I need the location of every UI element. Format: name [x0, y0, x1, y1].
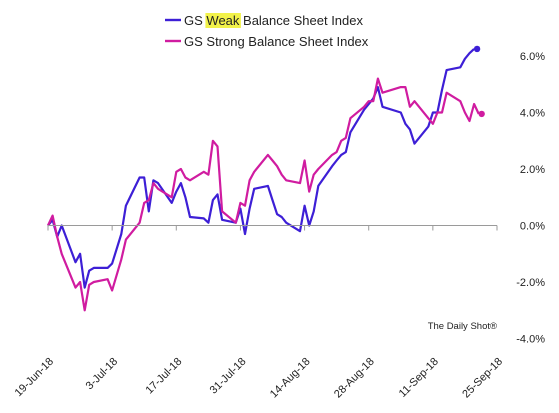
legend-label-weak: GS Weak Balance Sheet Index — [184, 13, 363, 28]
legend-label-part: Balance Sheet Index — [239, 13, 363, 28]
legend-entry-weak: GS Weak Balance Sheet Index — [165, 13, 363, 28]
legend: GS Weak Balance Sheet Index GS Strong Ba… — [165, 13, 369, 49]
y-tick-label: -4.0% — [516, 334, 545, 346]
y-tick-label: 6.0% — [520, 51, 545, 63]
x-tick-label: 11-Sep-18 — [397, 356, 441, 400]
series-end-marker-strong — [478, 110, 485, 118]
y-tick-label: 2.0% — [520, 164, 545, 176]
series-group — [47, 45, 485, 312]
y-tick-label: 4.0% — [520, 108, 545, 120]
legend-label-part: GS Strong Balance Sheet Index — [184, 34, 369, 49]
x-tick-label: 3-Jul-18 — [84, 356, 121, 393]
series-line-strong — [47, 77, 480, 312]
y-tick-label: -2.0% — [516, 277, 545, 289]
x-tick-label: 31-Jul-18 — [208, 356, 249, 397]
series-end-marker-weak — [473, 45, 481, 53]
x-tick-label: 25-Sep-18 — [460, 356, 505, 401]
x-tick-label: 19-Jun-18 — [13, 356, 57, 400]
axes-group: 19-Jun-18 3-Jul-18 17-Jul-18 31-Jul-18 14-Au… — [13, 51, 546, 400]
x-tick-label: 17-Jul-18 — [143, 356, 184, 397]
source-credit: The Daily Shot® — [428, 321, 497, 332]
x-tick-label: 14-Aug-18 — [268, 356, 313, 401]
legend-highlight-word: Weak — [206, 13, 239, 28]
legend-entry-strong: GS Strong Balance Sheet Index — [165, 34, 369, 49]
legend-highlight-box — [205, 13, 241, 28]
series-line-weak — [47, 48, 475, 289]
y-tick-label: 0.0% — [520, 221, 545, 233]
legend-label-part: GS — [184, 13, 206, 28]
x-tick-label: 28-Aug-18 — [332, 356, 377, 401]
legend-label-strong: GS Strong Balance Sheet Index — [184, 34, 369, 49]
